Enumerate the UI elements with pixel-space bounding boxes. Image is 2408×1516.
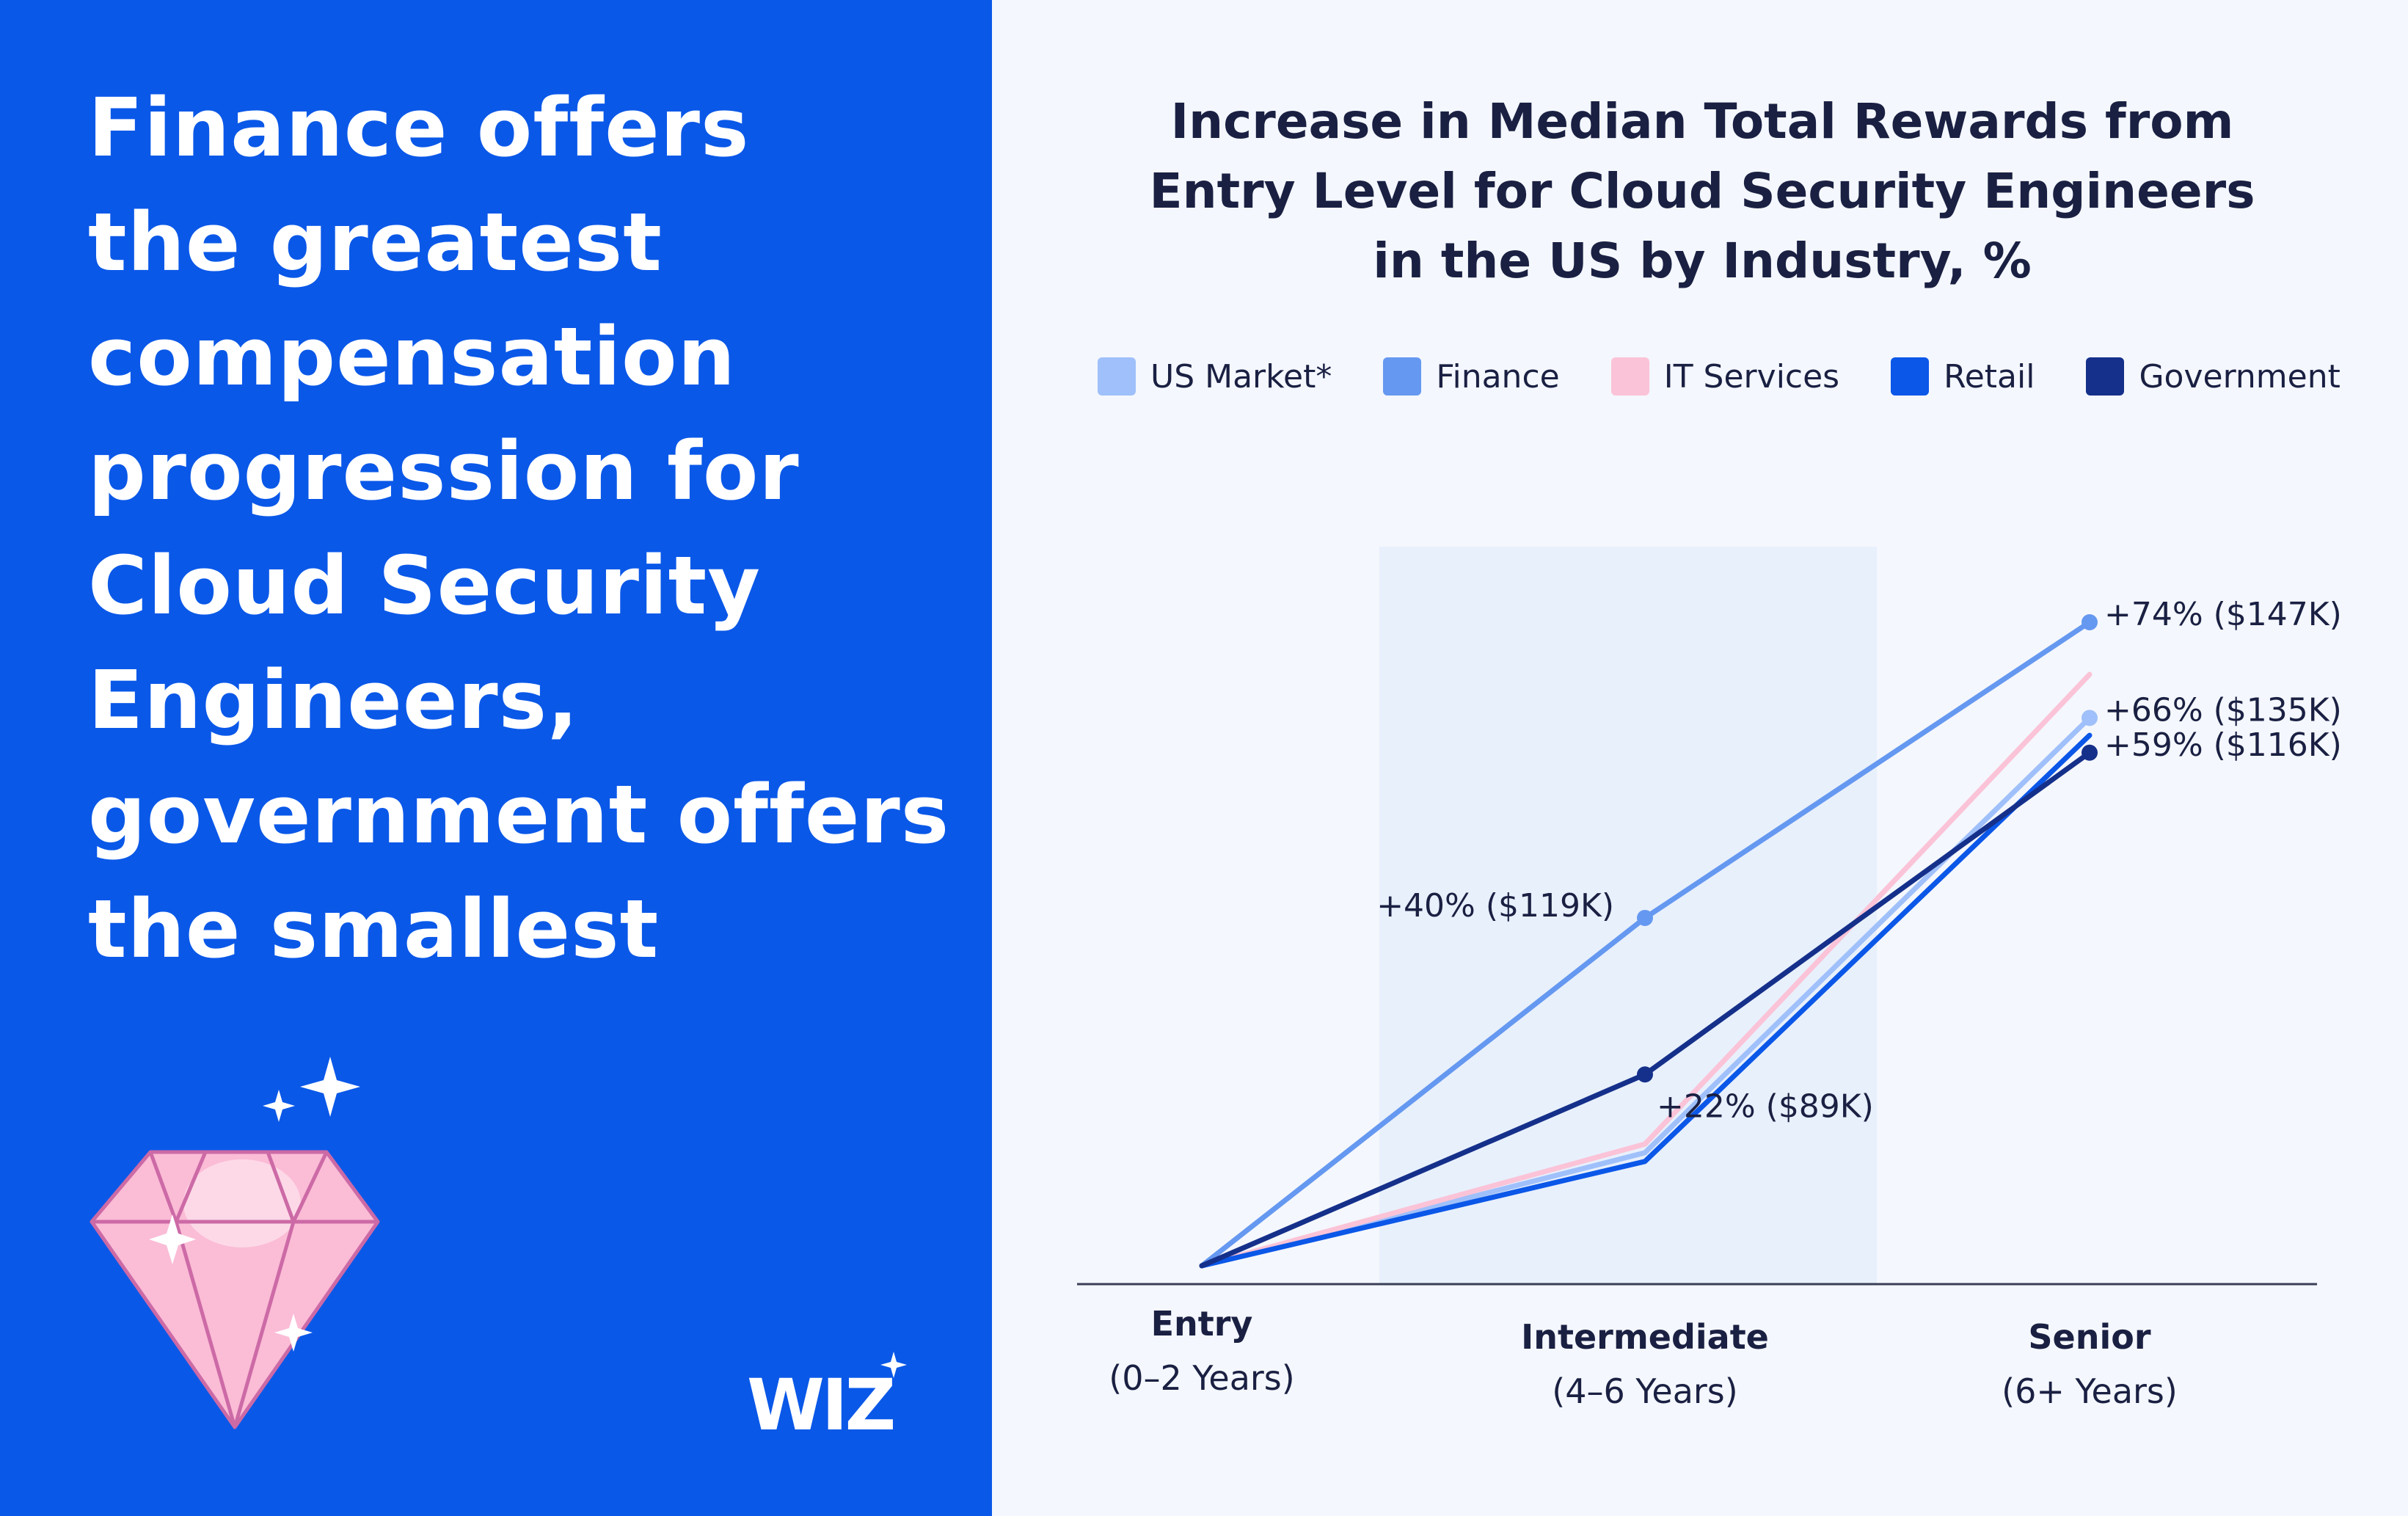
x-tick-sublabel: (0–2 Years) (1109, 1358, 1294, 1398)
legend-label: Retail (1944, 357, 2035, 396)
headline-line: Cloud Security (88, 539, 761, 633)
data-label: +59% ($116K) (2104, 726, 2342, 764)
data-point (2082, 744, 2098, 761)
data-point (2082, 710, 2098, 726)
legend-label: IT Services (1663, 357, 1840, 396)
legend-item-finance: Finance (1383, 357, 1560, 396)
chart-title-line: Increase in Median Total Rewards from (1170, 93, 2234, 150)
x-tick-label: Intermediate (1521, 1317, 1769, 1357)
data-point (1637, 909, 1653, 926)
legend-swatch (1610, 357, 1649, 396)
legend-swatch (1383, 357, 1422, 396)
legend-label: Government (2139, 357, 2340, 396)
headline-line: progression for (88, 424, 800, 518)
headline-line: Engineers, (88, 653, 579, 747)
data-point (2082, 614, 2098, 630)
chart-legend: US Market* Finance IT Services Retail Go… (1098, 351, 2345, 402)
chart-title: Increase in Median Total Rewards from En… (1101, 87, 2304, 296)
x-tick-label: Entry (1151, 1304, 1253, 1344)
wiz-logo: WIZ (747, 1352, 907, 1446)
chart-title-line: Entry Level for Cloud Security Engineers (1149, 163, 2255, 219)
headline-line: compensation (88, 310, 736, 404)
headline-line: government offers (88, 768, 950, 861)
chart-title-line: in the US by Industry, % (1373, 233, 2032, 289)
series-line-retail (1199, 732, 2093, 1269)
legend-item-us-market: US Market* (1098, 357, 1332, 396)
series-line-it-services (1199, 671, 2093, 1269)
data-label: +74% ($147K) (2104, 596, 2342, 633)
headline-line: the greatest (88, 195, 663, 289)
legend-item-it-services: IT Services (1610, 357, 1840, 396)
x-tick-sublabel: (4–6 Years) (1552, 1371, 1737, 1411)
data-point (1637, 1066, 1653, 1083)
legend-item-retail: Retail (1891, 357, 2035, 396)
legend-label: Finance (1436, 357, 1560, 396)
legend-swatch (1098, 357, 1136, 396)
x-tick-sublabel: (6+ Years) (2002, 1371, 2178, 1411)
logo-text: WIZ (747, 1364, 894, 1446)
data-label: +66% ($135K) (2104, 691, 2342, 729)
legend-swatch (2086, 357, 2125, 396)
legend-item-government: Government (2086, 357, 2340, 396)
data-label: +22% ($89K) (1657, 1087, 1874, 1125)
legend-swatch (1891, 357, 1930, 396)
headline-line: the smallest (88, 882, 660, 976)
data-label: +40% ($119K) (1376, 887, 1614, 925)
headline: Finance offers the greatest compensation… (88, 70, 954, 986)
highlight-band (1379, 547, 1877, 1284)
legend-label: US Market* (1150, 357, 1332, 396)
diamond-icon (90, 1057, 380, 1429)
headline-line: Finance offers (88, 81, 750, 175)
x-tick-label: Senior (2028, 1317, 2150, 1357)
left-panel: Finance offers the greatest compensation… (0, 0, 992, 1516)
